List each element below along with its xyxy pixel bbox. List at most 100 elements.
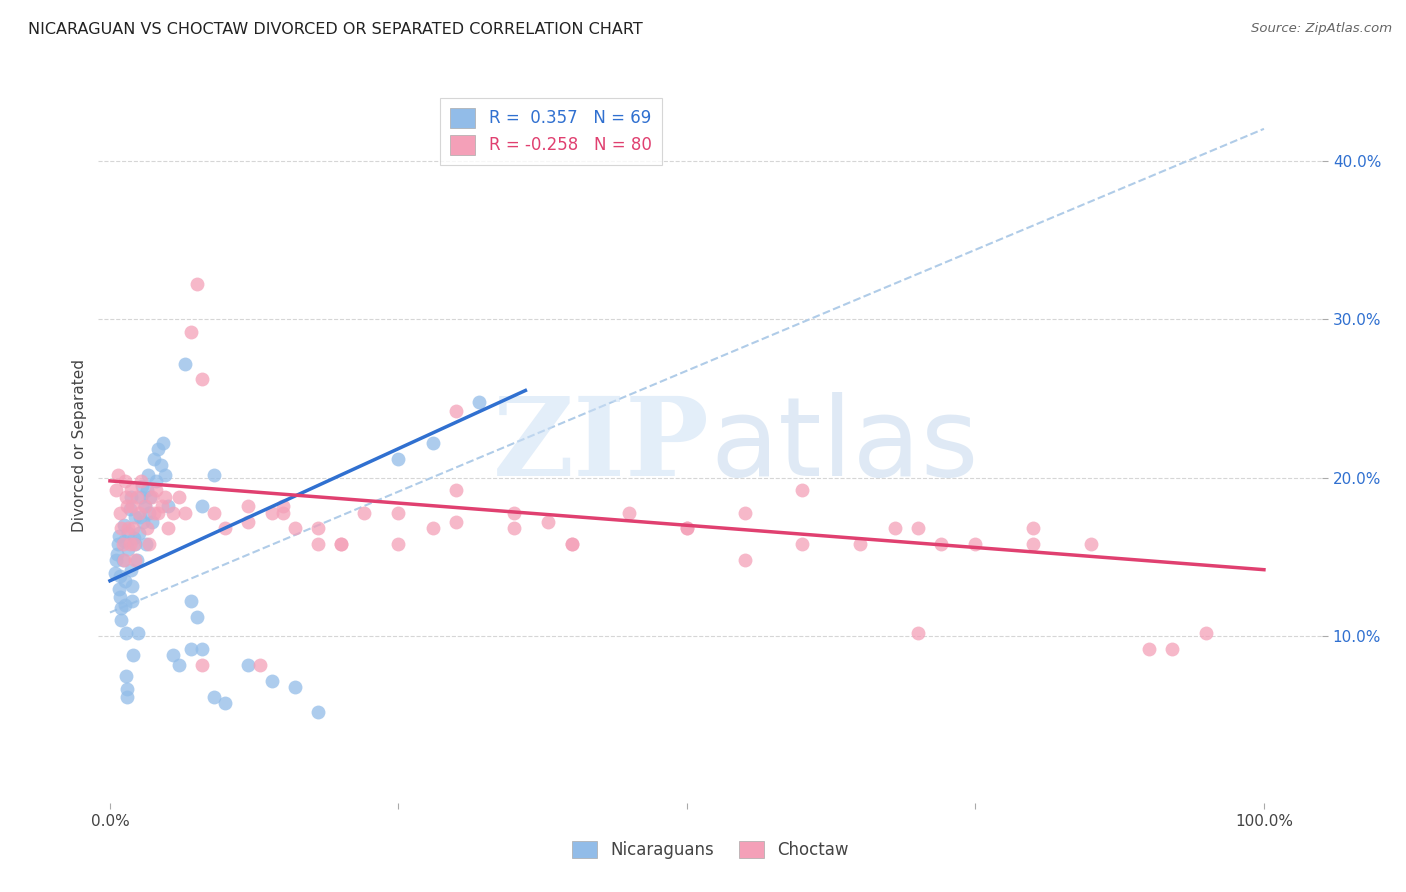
Point [121, 500, 143, 514]
Point [129, 490, 152, 504]
Point [129, 510, 152, 524]
Point [142, 451, 165, 466]
Point [135, 483, 157, 498]
Point [128, 506, 150, 520]
Y-axis label: Divorced or Separated: Divorced or Separated [72, 359, 87, 533]
Point [112, 553, 135, 567]
Point [141, 490, 163, 504]
Point [121, 594, 143, 608]
Point [107, 467, 129, 482]
Point [249, 657, 271, 672]
Point [145, 483, 167, 498]
Point [110, 614, 132, 628]
Point [422, 435, 444, 450]
Point [150, 500, 173, 514]
Point [167, 657, 190, 672]
Point [849, 537, 872, 551]
Point [148, 506, 170, 520]
Point [162, 506, 184, 520]
Point [155, 467, 177, 482]
Point [238, 657, 260, 672]
Point [122, 521, 145, 535]
Point [120, 483, 142, 498]
Point [444, 515, 467, 529]
Point [734, 506, 756, 520]
Point [114, 474, 136, 488]
Point [117, 526, 139, 541]
Point [136, 467, 159, 482]
Point [134, 500, 156, 514]
Point [121, 578, 143, 592]
Point [120, 563, 142, 577]
Point [907, 521, 929, 535]
Point [561, 537, 583, 551]
Point [111, 553, 134, 567]
Point [929, 537, 952, 551]
Point [537, 515, 560, 529]
Point [792, 483, 814, 498]
Point [260, 673, 283, 688]
Legend: Nicaraguans, Choctaw: Nicaraguans, Choctaw [565, 834, 855, 866]
Point [152, 435, 174, 450]
Point [156, 500, 179, 514]
Point [142, 506, 165, 520]
Point [792, 537, 814, 551]
Point [129, 474, 152, 488]
Text: ZIP: ZIP [494, 392, 710, 500]
Point [186, 277, 208, 292]
Point [191, 372, 214, 386]
Text: NICARAGUAN VS CHOCTAW DIVORCED OR SEPARATED CORRELATION CHART: NICARAGUAN VS CHOCTAW DIVORCED OR SEPARA… [28, 22, 643, 37]
Point [145, 474, 167, 488]
Point [120, 490, 142, 504]
Point [174, 357, 197, 371]
Point [112, 518, 135, 533]
Point [112, 534, 135, 549]
Point [148, 442, 170, 457]
Point [124, 553, 146, 567]
Point [122, 648, 145, 663]
Point [115, 490, 138, 504]
Point [444, 483, 467, 498]
Point [115, 626, 138, 640]
Point [162, 648, 184, 663]
Point [117, 681, 139, 696]
Point [118, 502, 141, 516]
Point [122, 537, 145, 551]
Point [329, 537, 352, 551]
Point [111, 537, 134, 551]
Point [110, 590, 132, 604]
Point [676, 521, 699, 535]
Point [387, 451, 409, 466]
Point [117, 690, 139, 704]
Point [387, 537, 409, 551]
Point [1195, 626, 1218, 640]
Point [174, 506, 197, 520]
Point [155, 490, 177, 504]
Point [124, 537, 146, 551]
Point [502, 521, 524, 535]
Point [125, 490, 148, 504]
Point [167, 490, 190, 504]
Point [238, 515, 260, 529]
Point [156, 521, 179, 535]
Point [180, 642, 202, 657]
Point [110, 600, 132, 615]
Point [141, 515, 163, 529]
Point [191, 657, 214, 672]
Point [307, 521, 329, 535]
Point [329, 537, 352, 551]
Point [387, 506, 409, 520]
Point [502, 506, 524, 520]
Point [107, 537, 129, 551]
Point [202, 506, 225, 520]
Point [132, 515, 155, 529]
Point [307, 537, 329, 551]
Point [307, 706, 329, 720]
Point [353, 506, 375, 520]
Point [114, 574, 136, 588]
Point [124, 510, 146, 524]
Point [180, 325, 202, 339]
Point [907, 626, 929, 640]
Point [108, 529, 131, 543]
Point [115, 669, 138, 683]
